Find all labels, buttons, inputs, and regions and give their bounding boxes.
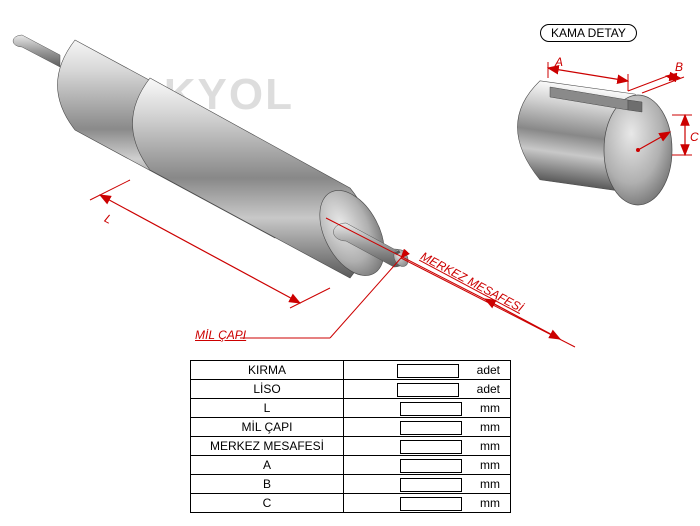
parameter-table-body: KIRMAadet LİSOadet Lmm MİL ÇAPImm MERKEZ… bbox=[191, 361, 511, 513]
dim-label-mil-capi: MİL ÇAPI bbox=[195, 328, 246, 342]
row-label: LİSO bbox=[191, 380, 344, 399]
row-value: mm bbox=[344, 475, 511, 494]
row-label: A bbox=[191, 456, 344, 475]
table-row: Lmm bbox=[191, 399, 511, 418]
row-value: mm bbox=[344, 437, 511, 456]
technical-drawing bbox=[0, 0, 700, 360]
table-row: KIRMAadet bbox=[191, 361, 511, 380]
row-value: mm bbox=[344, 418, 511, 437]
input-box[interactable] bbox=[397, 364, 459, 378]
row-label: B bbox=[191, 475, 344, 494]
dim-label-C: C bbox=[690, 130, 699, 144]
row-value: adet bbox=[344, 361, 511, 380]
row-value: mm bbox=[344, 494, 511, 513]
roller-front bbox=[133, 78, 411, 286]
input-box[interactable] bbox=[400, 421, 462, 435]
table-row: Cmm bbox=[191, 494, 511, 513]
row-label: C bbox=[191, 494, 344, 513]
dim-merkez bbox=[326, 218, 575, 347]
input-box[interactable] bbox=[397, 383, 459, 397]
input-box[interactable] bbox=[400, 402, 462, 416]
row-label: KIRMA bbox=[191, 361, 344, 380]
table-row: MERKEZ MESAFESİmm bbox=[191, 437, 511, 456]
input-box[interactable] bbox=[400, 478, 462, 492]
dim-label-A: A bbox=[555, 55, 563, 69]
kama-detay bbox=[518, 62, 693, 205]
dim-label-B: B bbox=[675, 60, 683, 74]
input-box[interactable] bbox=[400, 440, 462, 454]
input-box[interactable] bbox=[400, 459, 462, 473]
table-row: MİL ÇAPImm bbox=[191, 418, 511, 437]
row-label: MİL ÇAPI bbox=[191, 418, 344, 437]
input-box[interactable] bbox=[400, 497, 462, 511]
row-value: mm bbox=[344, 456, 511, 475]
table-row: LİSOadet bbox=[191, 380, 511, 399]
table-row: Bmm bbox=[191, 475, 511, 494]
row-label: MERKEZ MESAFESİ bbox=[191, 437, 344, 456]
parameter-table: KIRMAadet LİSOadet Lmm MİL ÇAPImm MERKEZ… bbox=[190, 360, 511, 513]
table-row: Amm bbox=[191, 456, 511, 475]
row-value: adet bbox=[344, 380, 511, 399]
row-value: mm bbox=[344, 399, 511, 418]
row-label: L bbox=[191, 399, 344, 418]
